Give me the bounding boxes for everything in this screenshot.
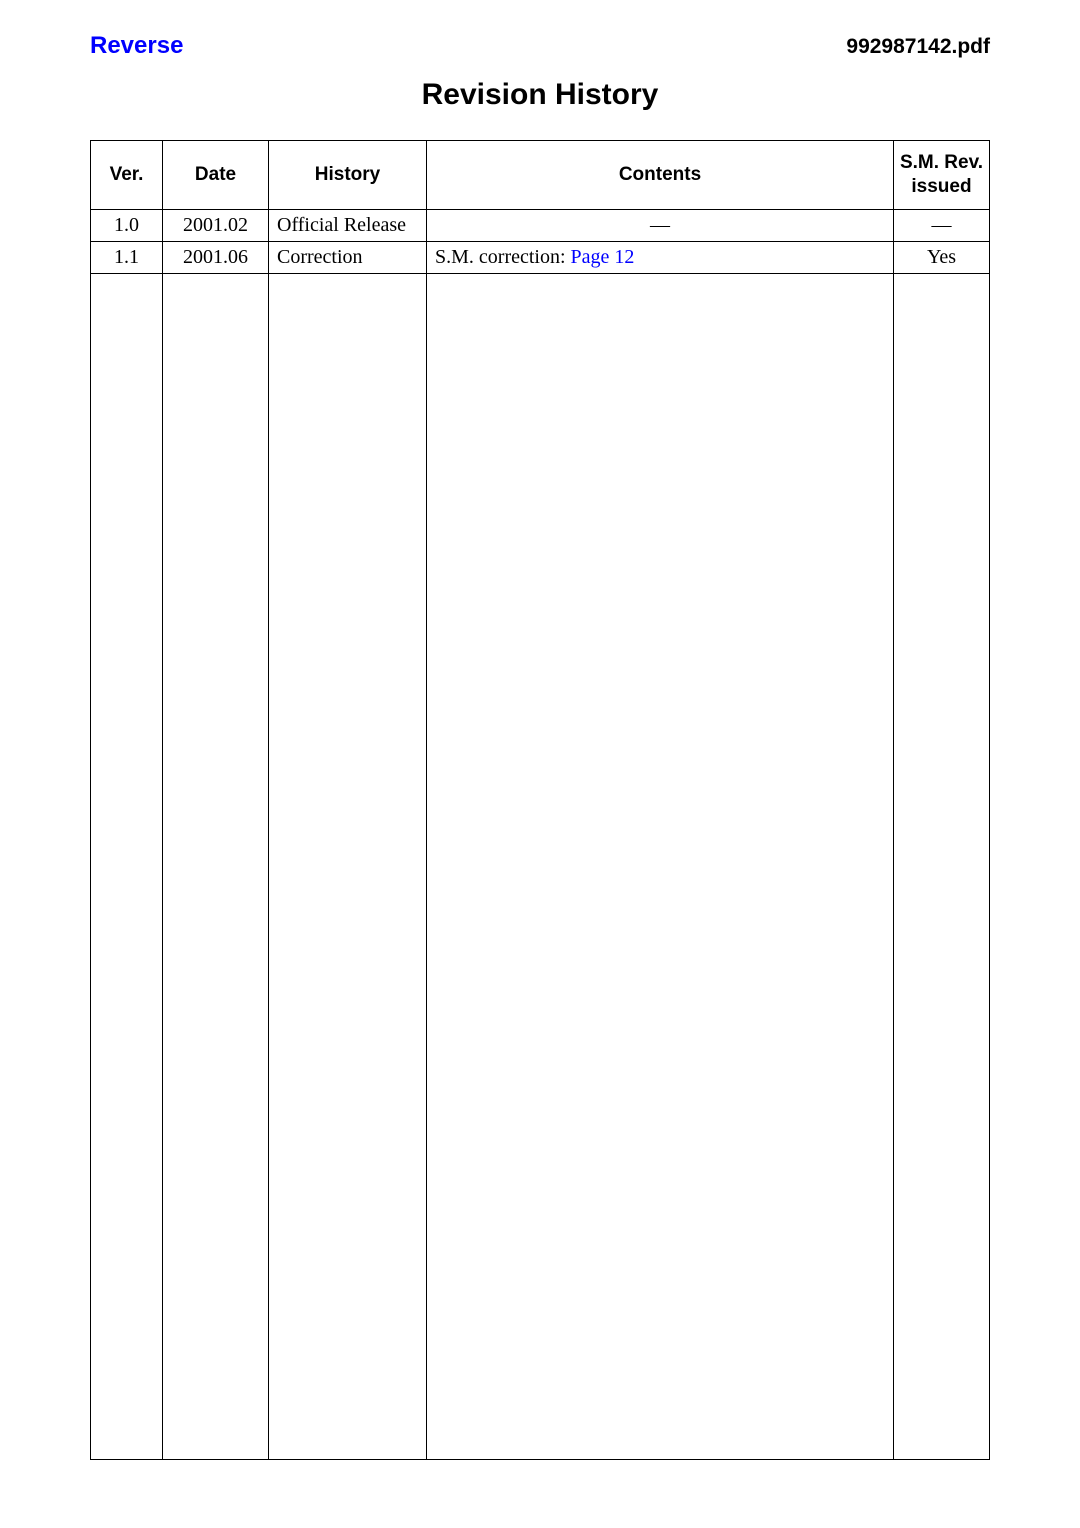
col-history: History <box>269 141 427 210</box>
cell-date: 2001.02 <box>163 209 269 241</box>
reverse-link[interactable]: Reverse <box>90 32 183 60</box>
page-link[interactable]: Page 12 <box>571 246 635 268</box>
cell-ver: 1.1 <box>91 241 163 273</box>
col-date: Date <box>163 141 269 210</box>
empty-cell <box>163 273 269 1459</box>
table-row: 1.1 2001.06 Correction S.M. correction: … <box>91 241 990 273</box>
col-smrev: S.M. Rev. issued <box>894 141 990 210</box>
cell-ver: 1.0 <box>91 209 163 241</box>
empty-cell <box>269 273 427 1459</box>
cell-smrev: Yes <box>894 241 990 273</box>
page-header: Reverse 992987142.pdf <box>90 32 990 60</box>
table-empty-space <box>91 273 990 1459</box>
empty-cell <box>894 273 990 1459</box>
table-header-row: Ver. Date History Contents S.M. Rev. issu… <box>91 141 990 210</box>
cell-history: Correction <box>269 241 427 273</box>
cell-contents: — <box>427 209 894 241</box>
empty-cell <box>91 273 163 1459</box>
page-title: Revision History <box>90 78 990 112</box>
table-row: 1.0 2001.02 Official Release — — <box>91 209 990 241</box>
cell-history: Official Release <box>269 209 427 241</box>
filename-label: 992987142.pdf <box>846 35 990 59</box>
cell-date: 2001.06 <box>163 241 269 273</box>
revision-history-table: Ver. Date History Contents S.M. Rev. issu… <box>90 140 990 1460</box>
col-ver: Ver. <box>91 141 163 210</box>
col-smrev-line2: issued <box>911 176 971 197</box>
contents-prefix: S.M. correction: <box>435 246 571 268</box>
empty-cell <box>427 273 894 1459</box>
col-contents: Contents <box>427 141 894 210</box>
cell-smrev: — <box>894 209 990 241</box>
col-smrev-line1: S.M. Rev. <box>900 152 983 173</box>
cell-contents: S.M. correction: Page 12 <box>427 241 894 273</box>
